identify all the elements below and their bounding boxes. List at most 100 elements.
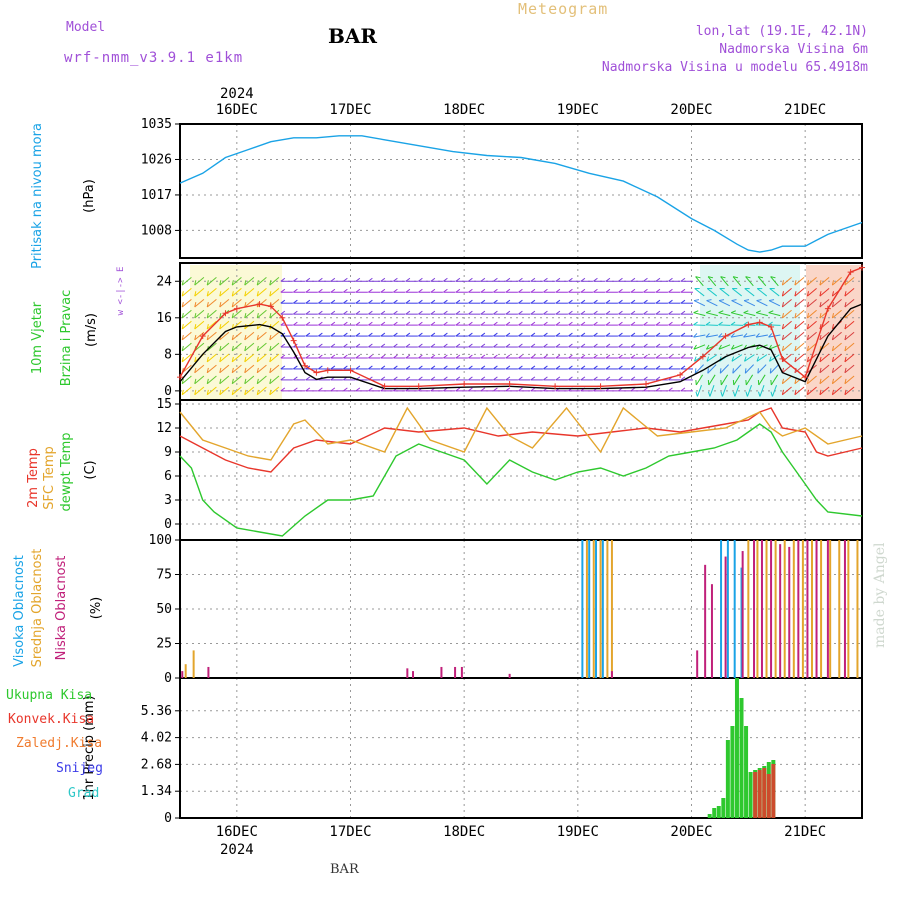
cloud-low-bar	[460, 666, 463, 678]
cloud-low-bar	[843, 540, 846, 678]
wind-arrow	[219, 386, 230, 396]
wind-arrow-head	[794, 323, 797, 330]
wind-arrow	[181, 298, 192, 308]
wind-arrow	[256, 342, 267, 352]
wind-arrow-head	[593, 288, 598, 293]
wind-arrow-head	[269, 345, 272, 351]
wind-arrow-head	[280, 277, 286, 282]
wind-arrow-head	[731, 356, 735, 362]
y-tick-label: 24	[156, 274, 172, 289]
wind-arrow-head	[668, 365, 673, 370]
wind-arrow-head	[706, 299, 712, 302]
wind-arrow-head	[256, 345, 259, 351]
wind-arrow-head	[343, 277, 348, 282]
wind-arrow-head	[794, 334, 797, 341]
wind-arrow-head	[794, 378, 797, 384]
wind-arrow-head	[757, 379, 760, 386]
wind-arrow	[759, 385, 765, 397]
wind-arrow-head	[605, 365, 611, 370]
wind-arrow-head	[568, 354, 573, 359]
y-tick-label: 1017	[141, 188, 172, 203]
cloud-mid-bar	[774, 540, 777, 678]
wind-arrow-head	[405, 354, 411, 359]
wind-arrow	[718, 344, 731, 350]
wind-arrow	[732, 364, 742, 374]
wind-arrow-head	[744, 288, 750, 290]
wind-arrow-head	[480, 354, 486, 359]
wind-arrow-head	[605, 288, 611, 293]
wind-arrow-head	[480, 365, 486, 370]
wind-arrow	[256, 287, 267, 297]
wind-arrow-head	[405, 288, 411, 293]
wind-arrow-head	[655, 365, 661, 370]
wind-arrow-head	[505, 376, 511, 381]
wind-arrow-head	[355, 354, 361, 359]
wind-arrow-head	[256, 378, 259, 384]
wind-arrow-head	[695, 391, 698, 397]
wind-arrow-head	[680, 343, 686, 348]
wind-arrow	[231, 364, 242, 374]
wind-arrow	[709, 385, 715, 397]
wind-arrow-head	[430, 299, 436, 304]
wind-arrow-head	[343, 299, 348, 304]
wind-arrow-head	[630, 277, 636, 282]
wind-arrow-head	[455, 376, 461, 381]
wind-arrow-head	[580, 288, 586, 293]
wind-arrow-head	[368, 365, 373, 370]
wind-arrow	[705, 334, 718, 338]
wind-arrow-head	[405, 343, 411, 348]
wind-arrow	[231, 298, 242, 308]
wind-arrow	[718, 312, 731, 317]
model-caption: Model	[66, 20, 106, 35]
precip-total-bar	[725, 740, 730, 818]
wind-arrow-head	[668, 310, 673, 315]
wind-arrow	[771, 385, 777, 397]
wind-arrow-head	[643, 343, 648, 348]
y-tick-label: 12	[156, 421, 172, 436]
wind-arrow-head	[181, 313, 184, 319]
cloud-high-bar	[595, 540, 598, 678]
wind-arrow	[719, 288, 730, 297]
wind-arrow-head	[743, 321, 748, 326]
wind-arrow-head	[318, 332, 323, 337]
cloud-low-bar	[724, 556, 727, 678]
wind-arrow-head	[493, 277, 498, 282]
wind-arrow	[794, 386, 805, 396]
wind-arrow-head	[794, 280, 797, 286]
wind-arrow-head	[630, 365, 636, 370]
wind-arrow-head	[430, 277, 436, 282]
wind-arrow-head	[269, 378, 272, 384]
wind-arrow	[807, 375, 817, 385]
wind-arrow-head	[593, 365, 598, 370]
wind-arrow	[756, 300, 768, 307]
wind-arrow	[194, 287, 205, 297]
wind-arrow	[743, 334, 756, 338]
wind-arrow-head	[368, 321, 373, 326]
wind-arrow	[844, 331, 855, 341]
wind-arrow-head	[781, 323, 785, 330]
wind-arrow-head	[743, 333, 748, 338]
wind-arrow-head	[443, 343, 448, 348]
cloud-low-bar	[806, 540, 809, 678]
cloud-high-bar	[726, 540, 729, 678]
wind-arrow-head	[455, 321, 461, 326]
wind-arrow-head	[355, 343, 361, 348]
cloud-mid-bar	[610, 540, 613, 678]
wind-arrow-head	[468, 288, 473, 293]
wind-arrow-head	[430, 310, 436, 315]
y-tick-label: 0	[164, 517, 172, 532]
wind-arrow-head	[680, 365, 686, 370]
wind-arrow-head	[293, 376, 298, 381]
wind-arrow	[720, 374, 729, 386]
wind-arrow	[269, 277, 280, 286]
wind-arrow-head	[455, 354, 461, 359]
cloud-low-bar	[207, 666, 210, 678]
wind-arrow-head	[256, 280, 259, 286]
wind-arrow	[744, 364, 754, 374]
wind-arrow-head	[194, 313, 197, 319]
wind-arrow-head	[206, 367, 209, 373]
cloud-low-bar	[815, 540, 818, 678]
wind-arrow	[718, 300, 731, 307]
wind-arrow-head	[794, 345, 797, 351]
cloud-low-bar	[741, 551, 744, 678]
